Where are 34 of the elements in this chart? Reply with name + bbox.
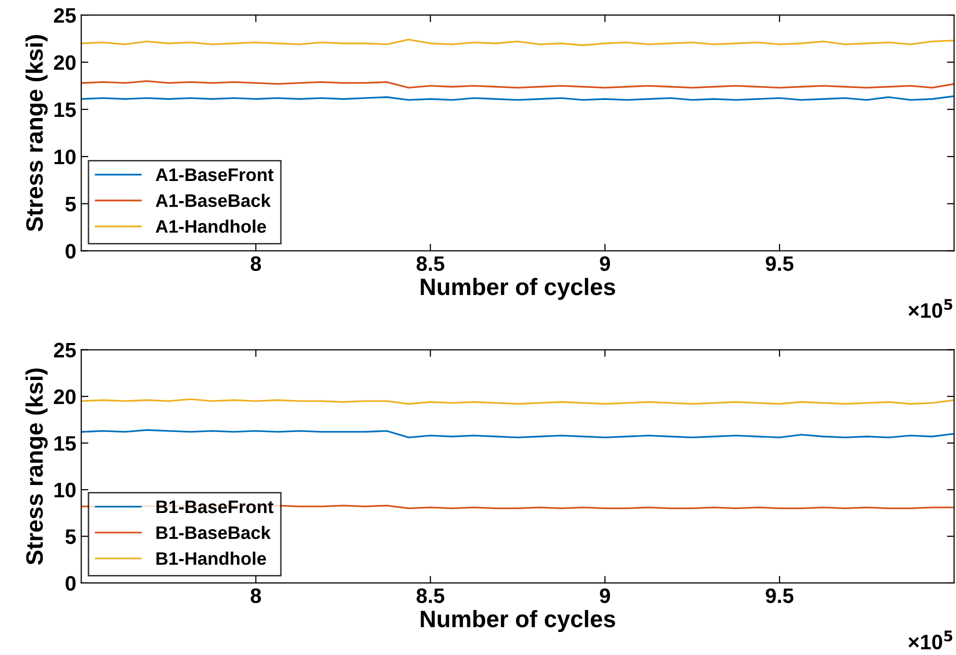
x-axis-title: Number of cycles <box>420 610 616 632</box>
x-tick-label: 8 <box>250 588 261 604</box>
x-tick-label: 8.5 <box>416 256 444 272</box>
line-series <box>81 80 954 89</box>
text: ×10$^{5}$ <box>908 299 952 318</box>
legend-label: A1-Handhole <box>156 220 266 233</box>
x-tick-label: 9 <box>600 256 610 272</box>
legend-label: A1-BaseFront <box>156 168 274 182</box>
x-tick-label: 9.5 <box>766 588 794 604</box>
y-tick-label: 20 <box>54 389 76 404</box>
y-tick-label: 10 <box>54 150 76 164</box>
x-tick-label: 9 <box>600 588 610 604</box>
y-axis-title: Stress range (ksi) <box>26 35 48 232</box>
y-tick-label: 0 <box>66 576 76 591</box>
legend-label: A1-BaseBack <box>156 194 271 207</box>
x-tick-label: 9.5 <box>766 256 794 272</box>
y-tick-label: 15 <box>54 436 76 451</box>
y-tick-label: 5 <box>65 196 76 212</box>
legend-label: B1-Handhole <box>156 552 266 565</box>
y-tick-label: 25 <box>54 8 76 23</box>
y-tick-label: 0 <box>66 244 76 259</box>
text: ×10$^{5}$ <box>908 630 952 650</box>
y-tick-label: 20 <box>54 55 76 70</box>
y-tick-label: 5 <box>65 530 76 544</box>
legend-label: B1-BaseBack <box>156 526 271 540</box>
x-axis-title: Number of cycles <box>420 278 616 300</box>
line-series <box>81 429 954 438</box>
y-tick-label: 10 <box>54 482 76 498</box>
x-tick-label: 8.5 <box>416 588 444 604</box>
y-axis-title: Stress range (ksi) <box>26 368 48 565</box>
x-tick-label: 8 <box>250 256 261 272</box>
y-tick-label: 25 <box>54 342 76 358</box>
legend-label: B1-BaseFront <box>156 500 274 514</box>
y-tick-label: 15 <box>54 102 76 118</box>
